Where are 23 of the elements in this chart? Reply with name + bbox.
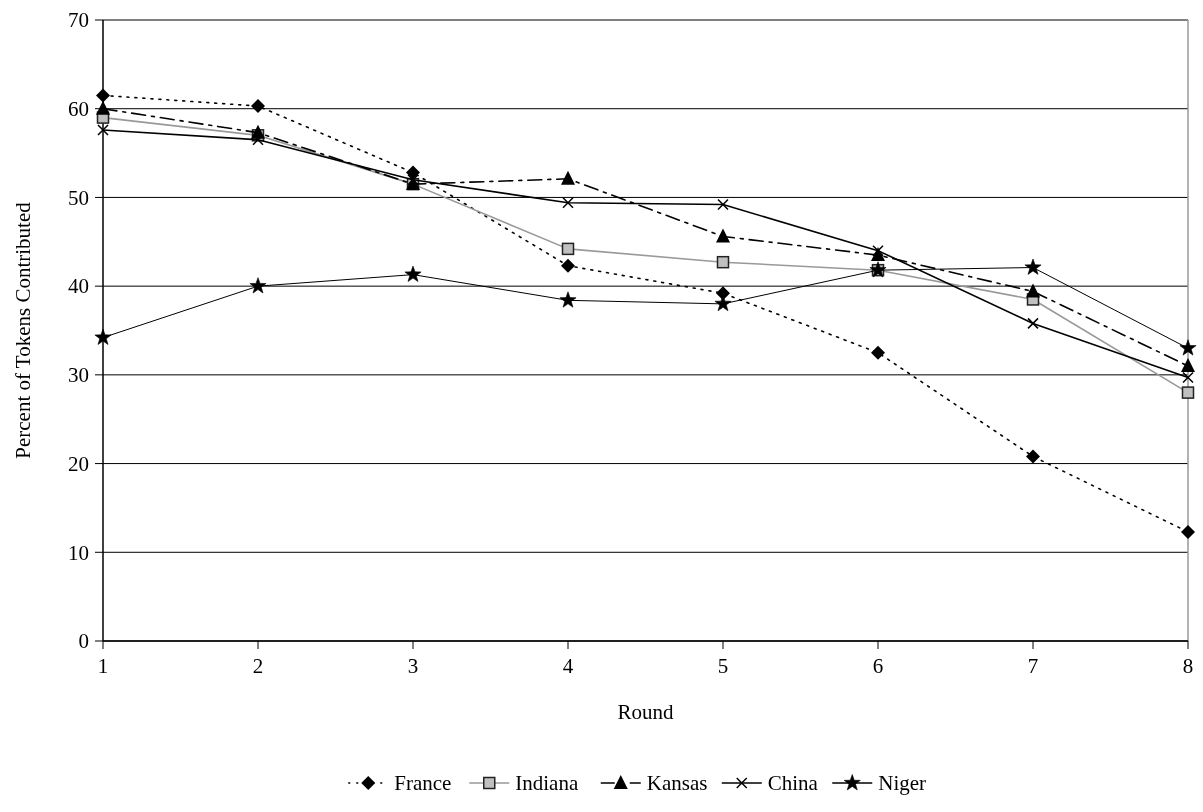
legend-label: Niger [878, 771, 927, 796]
y-tick-label: 20 [68, 451, 89, 476]
y-tick-label: 70 [68, 8, 89, 33]
y-tick-label: 40 [68, 274, 89, 299]
x-tick-label: 7 [1027, 654, 1039, 678]
legend-label: Kansas [646, 771, 708, 796]
x-axis-title: Round [617, 700, 674, 724]
y-tick-label: 0 [78, 629, 89, 654]
legend-label: China [767, 771, 819, 796]
x-tick-label: 2 [252, 654, 264, 678]
legend-label: France [394, 771, 452, 796]
x-tick-label: 1 [97, 654, 109, 678]
x-tick-label: 6 [872, 654, 884, 678]
y-tick-label: 50 [68, 185, 89, 210]
x-tick-label: 3 [407, 654, 419, 678]
x-tick-label: 4 [562, 654, 574, 678]
y-tick-label: 60 [68, 97, 89, 122]
y-tick-label: 10 [68, 540, 89, 565]
legend-label: Indiana [515, 771, 579, 796]
y-axis-title: Percent of Tokens Contributed [11, 201, 35, 459]
y-tick-label: 30 [68, 363, 89, 388]
x-tick-label: 8 [1182, 654, 1194, 678]
x-tick-label: 5 [717, 654, 729, 678]
